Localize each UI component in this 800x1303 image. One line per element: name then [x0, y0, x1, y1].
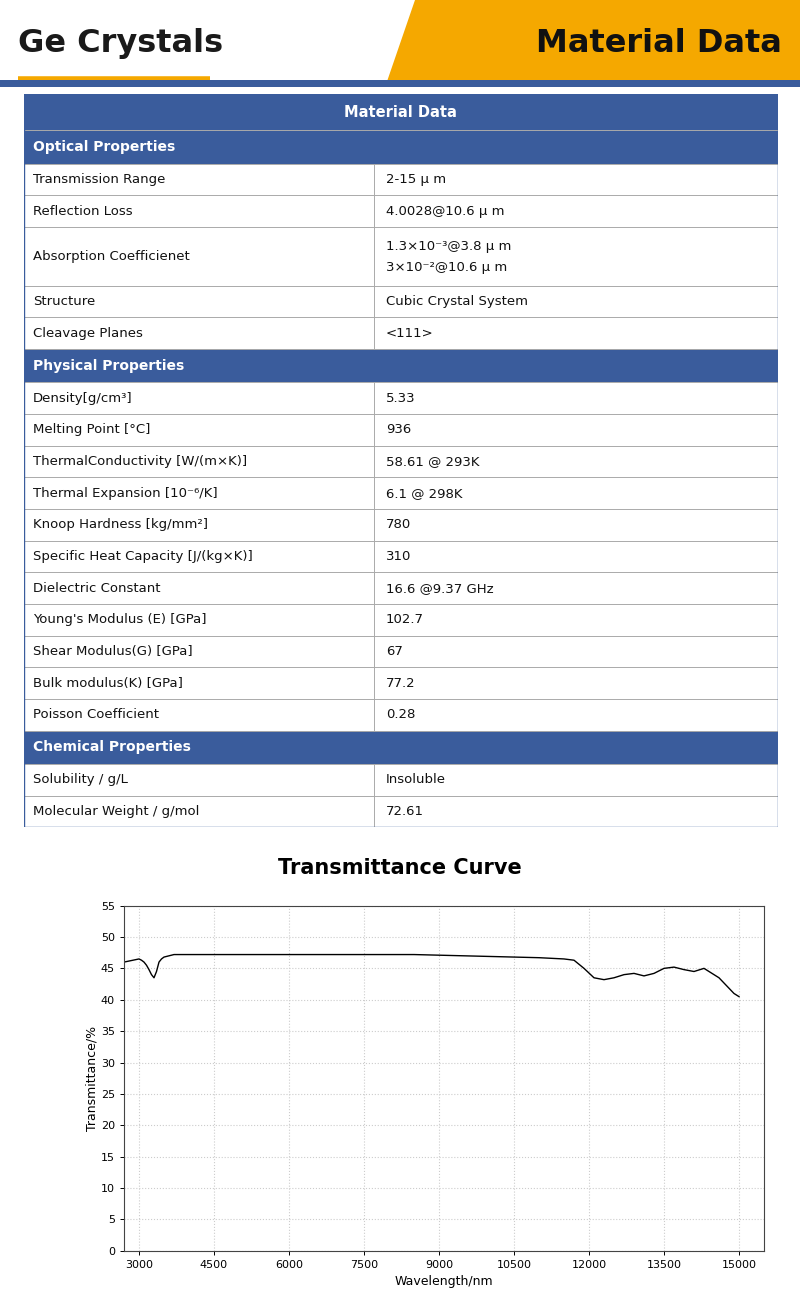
Text: Cubic Crystal System: Cubic Crystal System — [386, 294, 528, 308]
Text: 67: 67 — [386, 645, 402, 658]
Text: 3×10⁻²@10.6 μ m: 3×10⁻²@10.6 μ m — [386, 262, 507, 275]
Bar — [24, 731, 778, 764]
Text: 936: 936 — [386, 423, 411, 437]
Text: Physical Properties: Physical Properties — [33, 358, 184, 373]
Text: 58.61 @ 293K: 58.61 @ 293K — [386, 455, 479, 468]
Bar — [24, 130, 778, 164]
Y-axis label: Transmittance/%: Transmittance/% — [85, 1025, 98, 1131]
Bar — [24, 382, 778, 414]
Text: Young's Modulus (E) [GPa]: Young's Modulus (E) [GPa] — [33, 614, 206, 627]
Text: 72.61: 72.61 — [386, 805, 424, 818]
Text: 310: 310 — [386, 550, 411, 563]
Bar — [24, 164, 778, 195]
Text: Cleavage Planes: Cleavage Planes — [33, 327, 143, 340]
Text: 102.7: 102.7 — [386, 614, 424, 627]
Text: Reflection Loss: Reflection Loss — [33, 205, 133, 218]
Text: Material Data: Material Data — [536, 27, 782, 59]
Text: Transmission Range: Transmission Range — [33, 173, 166, 186]
Text: Melting Point [°C]: Melting Point [°C] — [33, 423, 150, 437]
Bar — [24, 700, 778, 731]
Bar — [24, 667, 778, 700]
Text: 6.1 @ 298K: 6.1 @ 298K — [386, 486, 462, 499]
Polygon shape — [385, 0, 800, 87]
Text: Poisson Coefficient: Poisson Coefficient — [33, 709, 159, 722]
Text: Optical Properties: Optical Properties — [33, 139, 175, 154]
Text: Dielectric Constant: Dielectric Constant — [33, 581, 161, 594]
X-axis label: Wavelength/nm: Wavelength/nm — [394, 1276, 494, 1289]
Text: <111>: <111> — [386, 327, 434, 340]
Text: 5.33: 5.33 — [386, 391, 415, 404]
Bar — [24, 349, 778, 382]
Bar — [24, 509, 778, 541]
Text: Chemical Properties: Chemical Properties — [33, 740, 191, 754]
Bar — [24, 446, 778, 477]
Bar — [24, 636, 778, 667]
Bar — [24, 477, 778, 509]
Bar — [24, 317, 778, 349]
Text: 780: 780 — [386, 519, 411, 532]
Text: 4.0028@10.6 μ m: 4.0028@10.6 μ m — [386, 205, 504, 218]
Text: Solubility / g/L: Solubility / g/L — [33, 774, 128, 787]
Text: Specific Heat Capacity [J/(kg×K)]: Specific Heat Capacity [J/(kg×K)] — [33, 550, 253, 563]
Bar — [24, 94, 778, 130]
Text: 2-15 μ m: 2-15 μ m — [386, 173, 446, 186]
Bar — [24, 764, 778, 796]
Text: Bulk modulus(K) [GPa]: Bulk modulus(K) [GPa] — [33, 676, 183, 689]
Text: Shear Modulus(G) [GPa]: Shear Modulus(G) [GPa] — [33, 645, 193, 658]
Text: Molecular Weight / g/mol: Molecular Weight / g/mol — [33, 805, 199, 818]
Text: Thermal Expansion [10⁻⁶/K]: Thermal Expansion [10⁻⁶/K] — [33, 486, 218, 499]
Text: Material Data: Material Data — [344, 104, 458, 120]
Text: Transmittance Curve: Transmittance Curve — [278, 857, 522, 878]
Bar — [0, 81, 800, 87]
Text: Absorption Coefficienet: Absorption Coefficienet — [33, 250, 190, 263]
Bar — [24, 605, 778, 636]
Bar — [24, 796, 778, 827]
Text: Insoluble: Insoluble — [386, 774, 446, 787]
Text: 77.2: 77.2 — [386, 676, 415, 689]
Text: Ge Crystals: Ge Crystals — [18, 27, 223, 59]
Bar — [24, 572, 778, 605]
Bar — [24, 285, 778, 317]
Text: 0.28: 0.28 — [386, 709, 415, 722]
Bar — [24, 227, 778, 285]
Text: Structure: Structure — [33, 294, 95, 308]
Bar — [24, 414, 778, 446]
Text: Density[g/cm³]: Density[g/cm³] — [33, 391, 133, 404]
Bar — [24, 541, 778, 572]
Text: 16.6 @9.37 GHz: 16.6 @9.37 GHz — [386, 581, 494, 594]
Text: Knoop Hardness [kg/mm²]: Knoop Hardness [kg/mm²] — [33, 519, 208, 532]
Bar — [24, 195, 778, 227]
Text: 1.3×10⁻³@3.8 μ m: 1.3×10⁻³@3.8 μ m — [386, 240, 511, 253]
Text: ThermalConductivity [W/(m×K)]: ThermalConductivity [W/(m×K)] — [33, 455, 247, 468]
